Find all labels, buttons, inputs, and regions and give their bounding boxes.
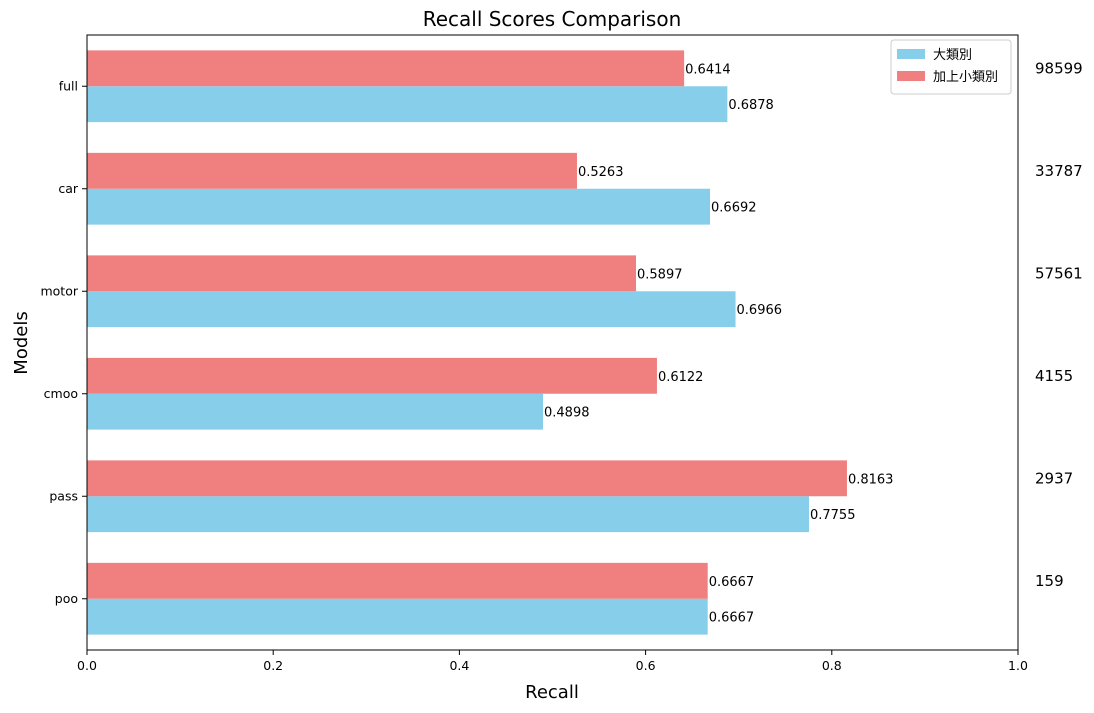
x-tick-label-5: 1.0 xyxy=(1008,658,1028,673)
value-label-full-series-1: 0.6414 xyxy=(685,62,731,77)
value-label-poo-series-0: 0.6667 xyxy=(709,611,755,626)
bar-cmoo-series-0 xyxy=(87,393,544,430)
value-label-car-series-0: 0.6692 xyxy=(711,201,757,216)
x-tick-label-1: 0.2 xyxy=(263,658,283,673)
y-tick-label-cmoo: cmoo xyxy=(44,386,78,401)
y-tick-label-pass: pass xyxy=(49,488,78,503)
y-axis-ticks: poo pass cmoo motor car full xyxy=(40,78,87,606)
bar-full-series-0 xyxy=(87,86,728,123)
x-tick-label-0: 0.0 xyxy=(77,658,97,673)
y-tick-label-motor: motor xyxy=(40,283,78,298)
sample-count-car: 33787 xyxy=(1035,162,1083,180)
bar-motor-series-0 xyxy=(87,291,736,328)
x-tick-label-2: 0.4 xyxy=(449,658,469,673)
value-label-cmoo-series-0: 0.4898 xyxy=(544,406,590,421)
x-tick-label-4: 0.8 xyxy=(822,658,842,673)
x-axis-ticks: 0.0 0.2 0.4 0.6 0.8 1.0 xyxy=(77,650,1028,673)
bar-poo-series-0 xyxy=(87,598,708,635)
bar-poo-series-1 xyxy=(87,562,708,599)
x-axis-label: Recall xyxy=(525,682,579,703)
value-label-cmoo-series-1: 0.6122 xyxy=(658,370,704,385)
sample-counts: 159 2937 4155 57561 33787 98599 xyxy=(1035,59,1083,590)
plot-area-frame xyxy=(86,34,1019,651)
y-tick-label-full: full xyxy=(59,78,78,93)
legend-swatch-1 xyxy=(897,71,925,81)
bar-car-series-0 xyxy=(87,188,711,225)
y-tick-label-poo: poo xyxy=(55,591,78,606)
bar-cmoo-series-1 xyxy=(87,357,657,394)
value-label-poo-series-1: 0.6667 xyxy=(709,575,755,590)
sample-count-full: 98599 xyxy=(1035,59,1083,77)
bar-car-series-1 xyxy=(87,152,577,189)
value-labels-layer: 0.6667 0.6667 0.7755 0.8163 0.4898 0.6122 0.69… xyxy=(544,62,893,625)
y-axis-label: Models xyxy=(11,311,32,374)
legend-swatch-0 xyxy=(897,49,925,59)
bar-motor-series-1 xyxy=(87,255,637,292)
value-label-pass-series-0: 0.7755 xyxy=(810,508,856,523)
legend-label-1: 加上小類別 xyxy=(933,70,998,85)
bar-full-series-1 xyxy=(87,50,685,87)
sample-count-motor: 57561 xyxy=(1035,264,1083,282)
value-label-motor-series-0: 0.6966 xyxy=(737,303,783,318)
bar-pass-series-1 xyxy=(87,460,847,497)
value-label-car-series-1: 0.5263 xyxy=(578,165,624,180)
x-tick-label-3: 0.6 xyxy=(636,658,656,673)
y-tick-label-car: car xyxy=(58,181,79,196)
value-label-motor-series-1: 0.5897 xyxy=(637,267,683,282)
sample-count-pass: 2937 xyxy=(1035,469,1073,487)
chart-title: Recall Scores Comparison xyxy=(423,7,682,31)
value-label-full-series-0: 0.6878 xyxy=(728,98,774,113)
bars-layer xyxy=(87,50,847,635)
sample-count-poo: 159 xyxy=(1035,572,1064,590)
bar-pass-series-0 xyxy=(87,496,809,533)
value-label-pass-series-1: 0.8163 xyxy=(848,472,894,487)
legend-label-0: 大類別 xyxy=(933,48,972,63)
sample-count-cmoo: 4155 xyxy=(1035,367,1073,385)
